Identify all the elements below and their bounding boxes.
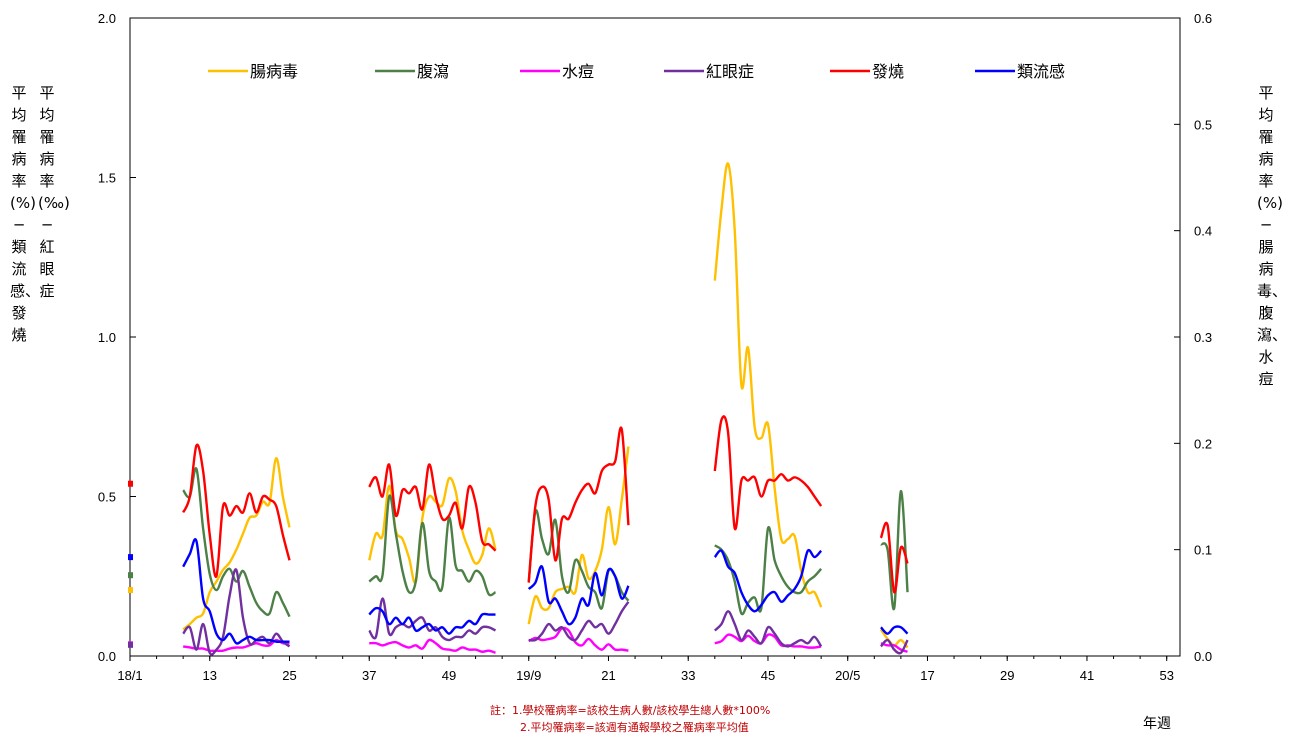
series-line: [713, 610, 823, 648]
legend-label: 水痘: [562, 62, 594, 81]
legend-label: 發燒: [872, 62, 904, 81]
series-line: [713, 415, 823, 531]
series-marker: [128, 587, 133, 594]
series-line: [368, 606, 496, 635]
series-line: [527, 565, 630, 626]
series-line: [369, 638, 496, 654]
right-axis: 0.0 0.1 0.2 0.3 0.4 0.5 0.6: [1174, 11, 1212, 664]
right-axis-tick-label: 0.6: [1194, 11, 1212, 26]
left-axis: 0.0 0.5 1.0 1.5 2.0: [98, 11, 136, 664]
x-axis-tick-label: 49: [442, 668, 456, 683]
right-axis-label: 平均罹病率(%)─腸病毒、腹瀉、水痘: [1257, 84, 1288, 388]
series-line: [368, 463, 497, 552]
legend-label: 腹瀉: [417, 62, 449, 81]
right-axis-tick-label: 0.3: [1194, 330, 1212, 345]
x-axis-label: 年週: [1143, 716, 1171, 732]
left-axis-label-1: 平均罹病率(%)─類流感、發燒: [10, 84, 41, 344]
series-line: [528, 601, 630, 642]
series-line: [714, 633, 822, 649]
series-line: [182, 538, 290, 645]
series-marker: [128, 641, 133, 648]
plot-area: [129, 17, 1181, 657]
right-axis-tick-label: 0.5: [1194, 117, 1212, 132]
x-axis-tick-label: 37: [362, 668, 376, 683]
legend: 腸病毒 腹瀉 水痘 紅眼症 發燒 類流感: [208, 62, 1065, 81]
x-axis-tick-label: 18/1: [117, 668, 142, 683]
left-axis-tick-label: 1.5: [98, 171, 116, 186]
left-axis-tick-label: 2.0: [98, 11, 116, 26]
series-line: [879, 521, 909, 594]
x-axis-tick-label: 19/9: [516, 668, 541, 683]
right-axis-tick-label: 0.2: [1194, 436, 1212, 451]
series-line: [714, 525, 823, 616]
series-line: [527, 446, 630, 625]
series-line: [880, 625, 909, 635]
x-axis-tick-label: 45: [761, 668, 775, 683]
series-line: [368, 494, 497, 597]
left-axis-tick-label: 1.0: [98, 330, 116, 345]
series-lines: [128, 162, 909, 656]
footnote-1: 註：1.學校罹病率=該校生病人數/該校學生總人數*100%: [490, 704, 771, 717]
x-axis-tick-label: 41: [1080, 668, 1094, 683]
legend-label: 類流感: [1017, 62, 1065, 81]
x-axis-tick-label: 17: [920, 668, 934, 683]
x-axis-tick-label: 21: [601, 668, 615, 683]
footnote-2: 2.平均罹病率=該週有通報學校之罹病率平均值: [520, 721, 749, 734]
series-line: [528, 626, 629, 652]
series-marker: [128, 572, 133, 579]
series-marker: [128, 554, 133, 561]
x-axis-tick-label: 20/5: [835, 668, 860, 683]
legend-label: 紅眼症: [706, 62, 754, 81]
series-line: [182, 443, 291, 578]
left-axis-tick-label: 0.5: [98, 490, 116, 505]
x-axis-tick-label: 29: [1000, 668, 1014, 683]
series-line: [182, 638, 290, 653]
x-axis: 18/1 13 25 37 49 19/9 21 33 45 20/5 17 29 41 53: [117, 656, 1174, 683]
right-axis-tick-label: 0.0: [1194, 649, 1212, 664]
right-axis-tick-label: 0.1: [1194, 543, 1212, 558]
right-axis-tick-label: 0.4: [1194, 224, 1212, 239]
series-line: [880, 638, 909, 655]
legend-label: 腸病毒: [250, 62, 298, 81]
x-axis-tick-label: 13: [203, 668, 217, 683]
left-axis-label-2: 平均罹病率(‰)─紅眼症: [38, 84, 70, 300]
series-line: [880, 489, 909, 611]
x-axis-tick-label: 53: [1159, 668, 1173, 683]
x-axis-tick-label: 25: [282, 668, 296, 683]
left-axis-tick-label: 0.0: [98, 649, 116, 664]
series-line: [368, 476, 497, 584]
series-line: [527, 426, 630, 583]
series-line: [182, 457, 291, 631]
series-line: [713, 548, 823, 613]
series-marker: [128, 480, 133, 487]
x-axis-tick-label: 33: [681, 668, 695, 683]
series-line: [182, 467, 291, 618]
